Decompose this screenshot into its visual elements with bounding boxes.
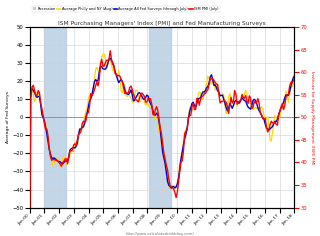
Y-axis label: Average of Fed Surveys: Average of Fed Surveys [5, 92, 10, 143]
Title: ISM Purchasing Managers' Index [PMI] and Fed Manufacturing Surveys: ISM Purchasing Managers' Index [PMI] and… [58, 21, 266, 25]
Legend: Recession, Average Philly and NY (Aug), Average All Fed Surveys (through July), : Recession, Average Philly and NY (Aug), … [31, 6, 220, 12]
Bar [44, 27, 66, 207]
Bar [149, 27, 171, 207]
Y-axis label: Institute for Supply Management (ISM) PMI: Institute for Supply Management (ISM) PM… [310, 71, 315, 164]
Text: http://www.calculatedriskblog.com/: http://www.calculatedriskblog.com/ [126, 232, 194, 236]
